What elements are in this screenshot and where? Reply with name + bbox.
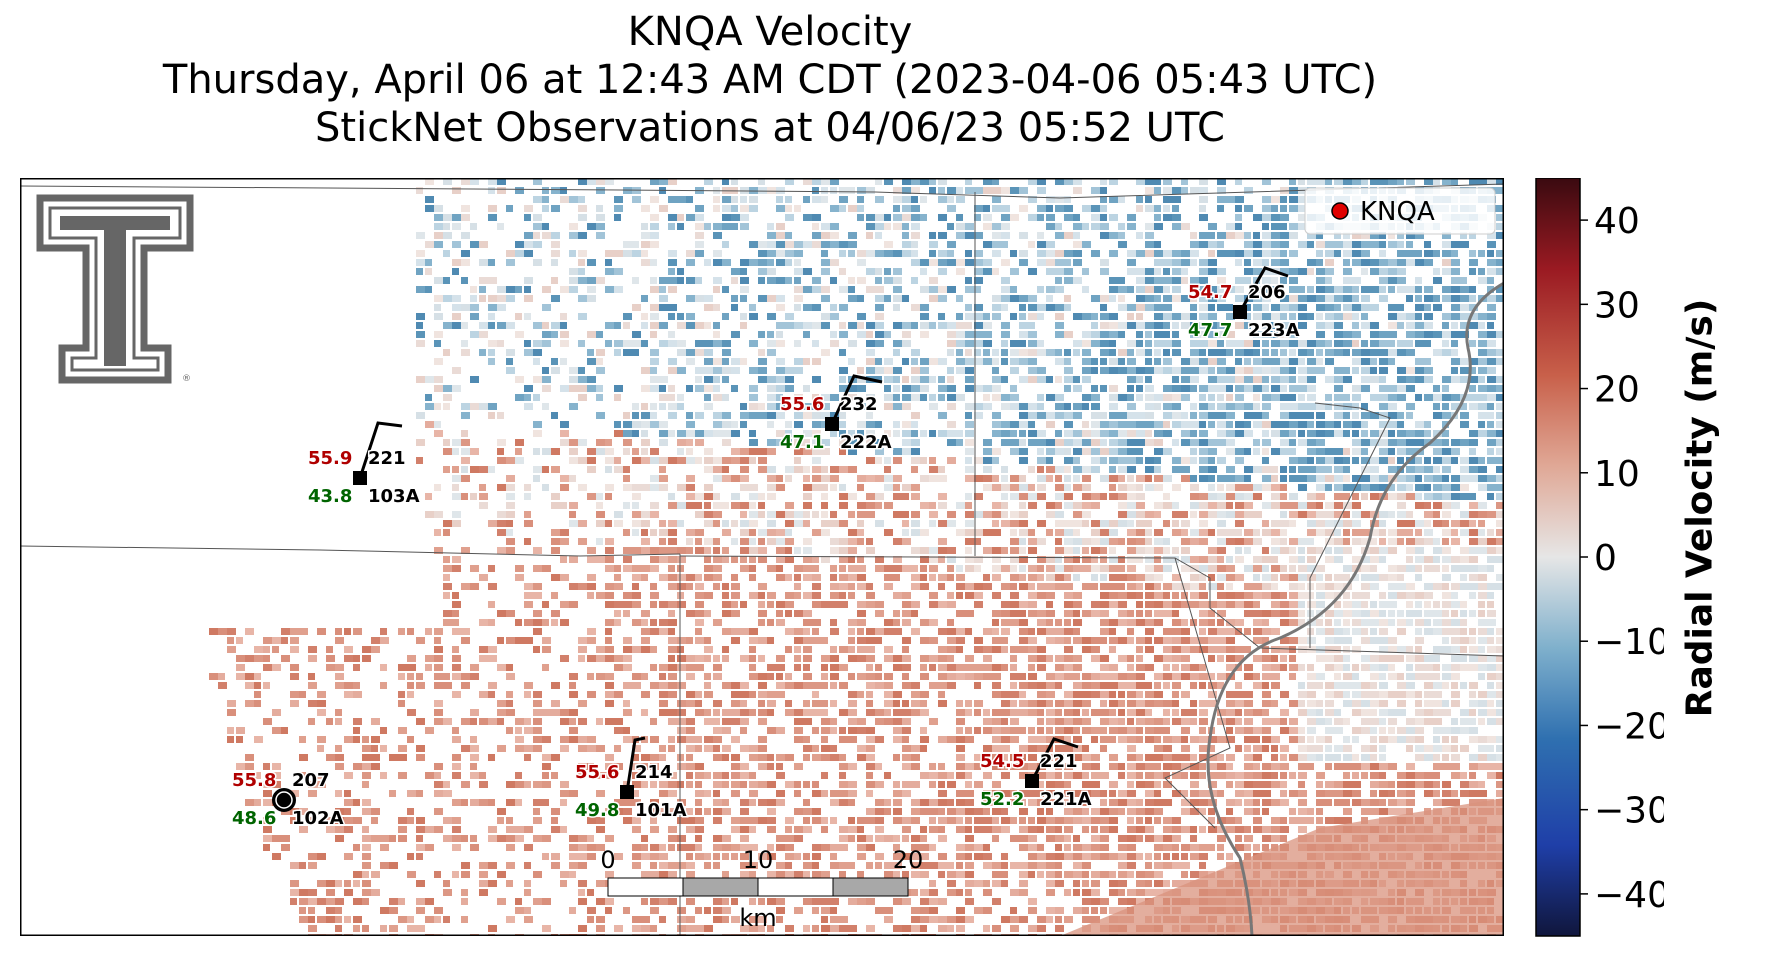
wind-direction-label: 214 <box>635 762 673 783</box>
station-223a: 54.7 206 47.7 223A <box>1187 266 1301 343</box>
colorbar-tick-label: 30 <box>1594 285 1640 326</box>
scale-tick-0: 0 <box>600 846 615 874</box>
station-marker-icon <box>825 417 839 431</box>
station-102a: 55.8 207 48.6 102A <box>231 769 346 831</box>
wind-direction-label: 207 <box>292 770 330 791</box>
map-legend: KNQA <box>1304 187 1496 235</box>
wind-barb-icon <box>1030 737 1079 782</box>
station-221a: 54.5 221 52.2 221A <box>979 737 1093 812</box>
temperature-label: 54.7 <box>1188 282 1232 303</box>
velocity-band <box>1060 798 1504 936</box>
dewpoint-label: 47.1 <box>780 432 824 453</box>
colorbar-tick-label: −10 <box>1594 622 1664 663</box>
registered-mark: ® <box>182 374 191 384</box>
station-id-label: 102A <box>292 808 344 829</box>
colorbar-tick-label: −20 <box>1594 706 1664 747</box>
colorbar-tick-label: 0 <box>1594 538 1617 579</box>
station-marker-icon <box>1233 305 1247 319</box>
temperature-label: 55.6 <box>575 762 619 783</box>
legend-label: KNQA <box>1360 197 1435 227</box>
dewpoint-label: 52.2 <box>980 789 1024 810</box>
colorbar-title: Radial Velocity (m/s) <box>1679 298 1721 718</box>
scale-unit: km <box>739 904 776 932</box>
dewpoint-label: 43.8 <box>308 486 352 507</box>
colorbar-tick-label: 20 <box>1594 370 1640 411</box>
dewpoint-label: 48.6 <box>232 808 276 829</box>
temperature-label: 55.6 <box>780 394 824 415</box>
dewpoint-label: 49.8 <box>575 800 619 821</box>
temperature-label: 54.5 <box>980 751 1024 772</box>
scale-tick-10: 10 <box>743 846 774 874</box>
station-103a: 55.9 221 43.8 103A <box>307 421 421 509</box>
map-frame <box>20 178 1504 936</box>
texas-tech-logo: ® <box>36 194 194 384</box>
station-id-label: 101A <box>635 800 687 821</box>
wind-barb-icon <box>1238 266 1289 313</box>
radar-map: 55.9 221 43.8 103A 55.6 232 47.1 222A 54.7 206 47.… <box>20 178 1504 936</box>
radar-marker-icon <box>1331 202 1349 220</box>
wind-barb-icon <box>625 736 646 793</box>
station-id-label: 103A <box>368 486 420 507</box>
station-id-label: 222A <box>840 432 892 453</box>
title-line-radar: KNQA Velocity <box>627 9 913 55</box>
sticknet-stations: 55.9 221 43.8 103A 55.6 232 47.1 222A 54.7 206 47.… <box>231 266 1301 831</box>
temperature-label: 55.8 <box>232 770 276 791</box>
station-101a: 55.6 214 49.8 101A <box>574 736 688 823</box>
scale-tick-20: 20 <box>893 846 924 874</box>
wind-direction-label: 206 <box>1248 282 1286 303</box>
temperature-label: 55.9 <box>308 448 352 469</box>
colorbar-tick-label: −30 <box>1594 791 1664 832</box>
velocity-field <box>209 178 1504 936</box>
dewpoint-label: 47.7 <box>1188 320 1232 341</box>
wind-barb-icon <box>358 421 403 479</box>
station-marker-icon <box>1025 774 1039 788</box>
wind-barb-icon <box>830 374 883 425</box>
station-id-label: 221A <box>1040 789 1092 810</box>
county-boundaries <box>20 183 1504 936</box>
title-line-time: Thursday, April 06 at 12:43 AM CDT (2023… <box>162 57 1378 103</box>
station-marker-icon <box>620 785 634 799</box>
station-id-label: 223A <box>1248 320 1300 341</box>
figure-title: KNQA Velocity Thursday, April 06 at 12:4… <box>20 8 1520 152</box>
colorbar-tick-label: 10 <box>1594 454 1640 495</box>
scale-bar: 0 10 20 km <box>600 846 923 932</box>
wind-direction-label: 221 <box>368 448 406 469</box>
wind-direction-label: 232 <box>840 394 878 415</box>
highway-line <box>1206 281 1504 936</box>
colorbar-tick-label: 40 <box>1594 201 1640 242</box>
station-marker-icon <box>353 471 367 485</box>
colorbar-gradient <box>1535 178 1581 937</box>
wind-direction-label: 221 <box>1040 751 1078 772</box>
title-line-sticknet: StickNet Observations at 04/06/23 05:52 … <box>315 105 1225 151</box>
colorbar-tick-label: −40 <box>1594 875 1664 916</box>
station-222a: 55.6 232 47.1 222A <box>779 374 893 455</box>
colorbar: 40 30 20 10 0 −10 −20 −30 −40 <box>1535 178 1664 937</box>
